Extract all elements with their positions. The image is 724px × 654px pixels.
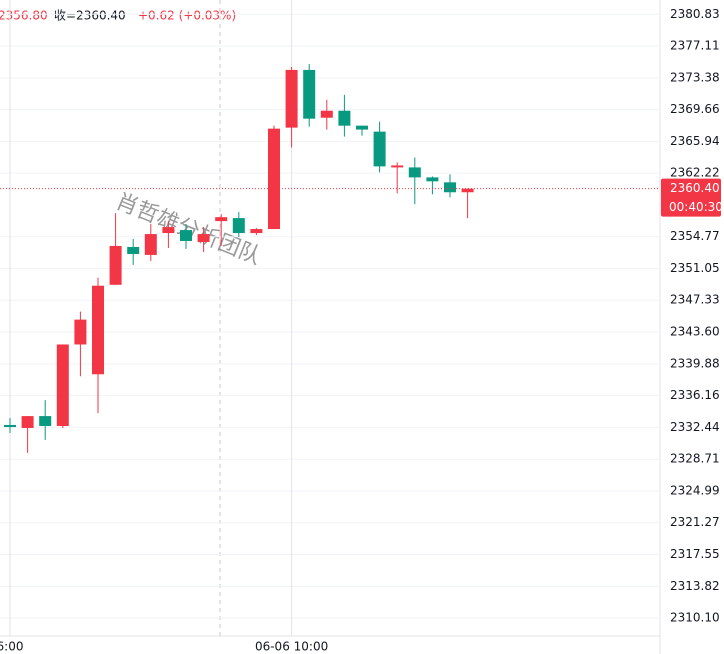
candle-body <box>373 131 386 167</box>
y-tick-label: 2373.38 <box>670 70 720 84</box>
candle-body <box>391 165 404 168</box>
candle-body <box>444 182 456 193</box>
y-tick-label: 2336.16 <box>670 388 720 402</box>
candle-body <box>285 69 298 128</box>
candle-body <box>408 167 421 178</box>
y-tick-label: 2310.10 <box>670 611 720 625</box>
y-tick-label: 2351.05 <box>670 261 720 275</box>
y-tick-label: 2321.27 <box>670 515 720 529</box>
y-tick-label: 2339.88 <box>670 356 720 370</box>
candle-body <box>21 416 34 428</box>
y-tick-label: 2313.82 <box>670 579 720 593</box>
candle-body <box>320 110 333 118</box>
candle-body <box>4 424 16 428</box>
last-price-box <box>661 178 721 217</box>
candle-body <box>56 344 69 426</box>
y-tick-label: 2354.77 <box>670 229 720 243</box>
y-tick-label: 2347.33 <box>670 293 720 307</box>
candle-body <box>180 230 192 241</box>
candle-body <box>197 234 210 243</box>
candle-body <box>39 416 52 426</box>
candle-body <box>162 227 175 234</box>
candle-body <box>461 188 474 193</box>
y-tick-label: 2343.60 <box>670 325 720 339</box>
header-change: +0.62 (+0.03%) <box>138 9 236 23</box>
y-tick-label: 2317.55 <box>670 547 720 561</box>
y-tick-label: 2377.11 <box>670 39 720 53</box>
last-price-label: 2360.40 <box>670 181 720 195</box>
candle-body <box>74 319 87 345</box>
x-tick-label: 06-06 10:00 <box>255 640 328 654</box>
candle-body <box>303 69 316 119</box>
y-tick-label: 2362.22 <box>670 166 720 180</box>
candle-body <box>356 125 368 130</box>
y-tick-label: 2328.71 <box>670 452 720 466</box>
y-tick-label: 2332.44 <box>670 420 720 434</box>
header-close: 收=2360.40 <box>54 9 126 23</box>
candle-body <box>268 128 280 230</box>
candle-body <box>92 285 104 375</box>
candle-body <box>215 217 228 222</box>
y-tick-label: 2324.99 <box>670 483 720 497</box>
candle-body <box>232 218 245 234</box>
candle-body <box>109 245 122 285</box>
candle-body <box>127 246 140 254</box>
y-tick-label: 2369.66 <box>670 102 720 116</box>
header-open: 2356.80 <box>0 9 48 23</box>
candle-body <box>426 177 439 182</box>
y-tick-label: 2380.83 <box>670 7 720 21</box>
y-tick-label: 2365.94 <box>670 134 720 148</box>
candle-body <box>144 234 157 255</box>
candle-body <box>338 110 351 126</box>
candle-body <box>250 229 263 234</box>
x-tick-label: 6:00 <box>0 640 23 654</box>
countdown: 00:40:30 <box>669 200 723 214</box>
